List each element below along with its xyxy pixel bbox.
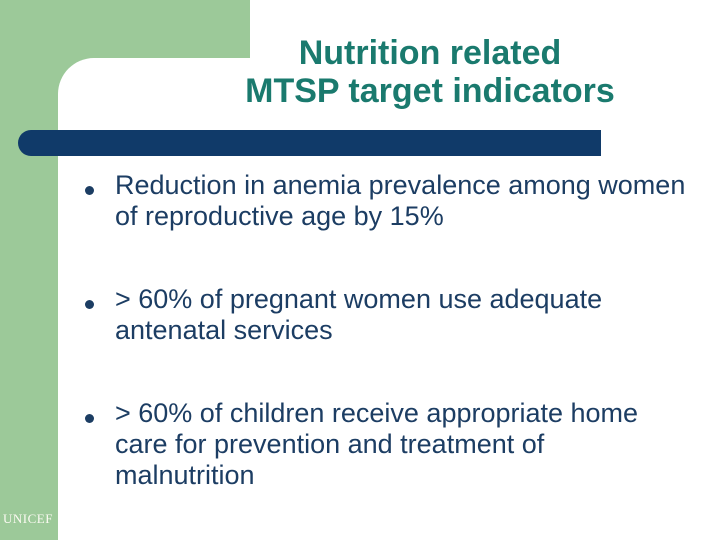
bullet-item: > 60% of children receive appropriate ho… xyxy=(85,398,691,491)
bullet-dot-icon xyxy=(85,186,94,195)
bullet-text: Reduction in anemia prevalence among wom… xyxy=(115,170,686,231)
bullet-dot-icon xyxy=(85,300,94,309)
slide-title: Nutrition related MTSP target indicators xyxy=(245,34,615,110)
unicef-logo-text: UNICEF xyxy=(3,511,53,526)
bullet-item: Reduction in anemia prevalence among wom… xyxy=(85,170,691,232)
title-accent-bar xyxy=(18,130,601,156)
bullet-list: Reduction in anemia prevalence among wom… xyxy=(85,170,691,540)
bullet-dot-icon xyxy=(85,414,94,423)
bullet-item: > 60% of pregnant women use adequate ant… xyxy=(85,284,691,346)
green-left-strip xyxy=(0,0,58,540)
bullet-text: > 60% of pregnant women use adequate ant… xyxy=(115,284,603,345)
bullet-text: > 60% of children receive appropriate ho… xyxy=(115,398,639,490)
